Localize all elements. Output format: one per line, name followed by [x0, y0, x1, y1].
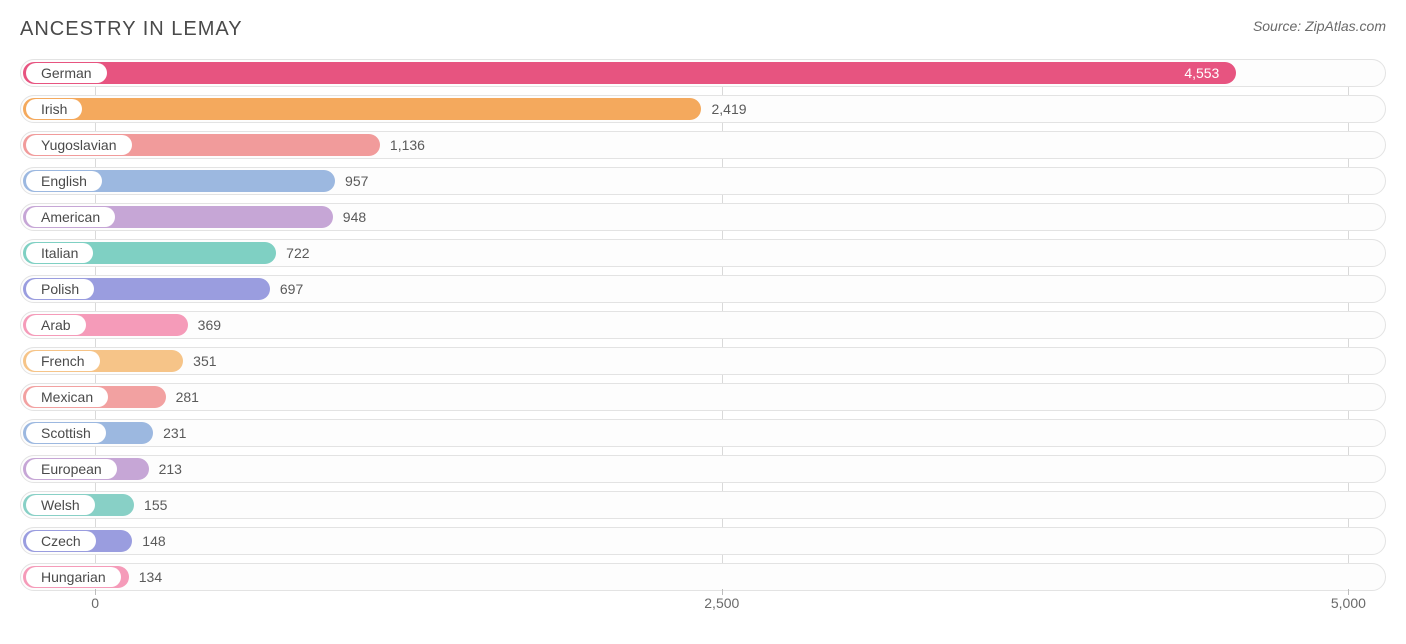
bar-category-label: Arab — [26, 315, 86, 335]
bar-row: Italian 722 — [20, 239, 1386, 267]
bar-row: Arab 369 — [20, 311, 1386, 339]
bar-row: American 948 — [20, 203, 1386, 231]
bar-row: Czech 148 — [20, 527, 1386, 555]
bar-row: Irish 2,419 — [20, 95, 1386, 123]
bar-row: Scottish 231 — [20, 419, 1386, 447]
bar-value-label: 948 — [333, 203, 366, 231]
bar-value-label: 155 — [134, 491, 167, 519]
x-axis-tick: 2,500 — [704, 595, 739, 611]
x-axis-tick: 5,000 — [1331, 595, 1366, 611]
bar-row: Yugoslavian 1,136 — [20, 131, 1386, 159]
bar-track — [20, 491, 1386, 519]
bar-value-label: 148 — [132, 527, 165, 555]
bar-value-label: 4,553 — [20, 59, 1233, 87]
bar-row: Polish 697 — [20, 275, 1386, 303]
bar-value-label: 369 — [188, 311, 221, 339]
bar-value-label: 281 — [166, 383, 199, 411]
x-axis: 0 2,500 5,000 — [20, 595, 1386, 625]
bar-category-label: English — [26, 171, 102, 191]
bar-category-label: Czech — [26, 531, 96, 551]
chart-area: German4,553 Irish 2,419 Yugoslavian 1,136 Eng… — [20, 59, 1386, 625]
bar-track — [20, 419, 1386, 447]
bar-value-label: 697 — [270, 275, 303, 303]
bar-value-label: 351 — [183, 347, 216, 375]
bar-row: European 213 — [20, 455, 1386, 483]
chart-source: Source: ZipAtlas.com — [1253, 18, 1386, 34]
bar-category-label: Polish — [26, 279, 94, 299]
bar-category-label: Irish — [26, 99, 82, 119]
bar-row: English 957 — [20, 167, 1386, 195]
bar-category-label: Yugoslavian — [26, 135, 132, 155]
bar-track — [20, 383, 1386, 411]
chart-title: ANCESTRY IN LEMAY — [20, 18, 243, 41]
bar-track — [20, 563, 1386, 591]
bar-category-label: Scottish — [26, 423, 106, 443]
bar-value-label: 957 — [335, 167, 368, 195]
x-axis-tick: 0 — [91, 595, 99, 611]
chart-header: ANCESTRY IN LEMAY Source: ZipAtlas.com — [20, 18, 1386, 41]
bar-fill — [23, 98, 701, 120]
bar-row: Hungarian 134 — [20, 563, 1386, 591]
bar-category-label: American — [26, 207, 115, 227]
bar-value-label: 1,136 — [380, 131, 425, 159]
bar-category-label: Mexican — [26, 387, 108, 407]
bar-value-label: 2,419 — [701, 95, 746, 123]
bar-value-label: 231 — [153, 419, 186, 447]
bar-row: Welsh 155 — [20, 491, 1386, 519]
bar-category-label: Italian — [26, 243, 93, 263]
bar-value-label: 722 — [276, 239, 309, 267]
bar-row: Mexican 281 — [20, 383, 1386, 411]
bar-category-label: European — [26, 459, 117, 479]
bar-value-label: 134 — [129, 563, 162, 591]
bar-category-label: Welsh — [26, 495, 95, 515]
chart-plot: German4,553 Irish 2,419 Yugoslavian 1,136 Eng… — [20, 59, 1386, 591]
bar-track — [20, 527, 1386, 555]
bar-track — [20, 311, 1386, 339]
bar-row: German4,553 — [20, 59, 1386, 87]
bar-track — [20, 455, 1386, 483]
bar-row: French 351 — [20, 347, 1386, 375]
bar-category-label: Hungarian — [26, 567, 121, 587]
bar-value-label: 213 — [149, 455, 182, 483]
bar-category-label: French — [26, 351, 100, 371]
bar-track — [20, 347, 1386, 375]
